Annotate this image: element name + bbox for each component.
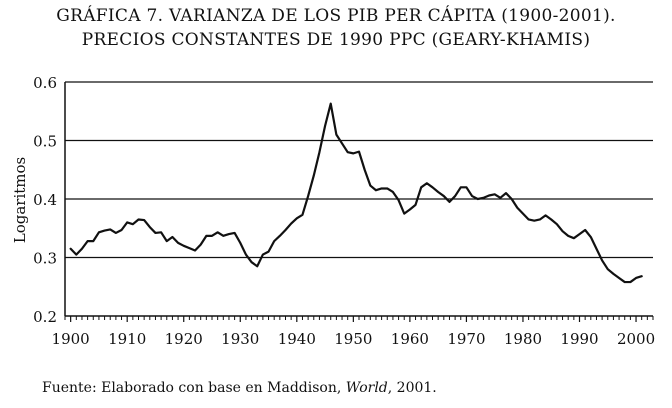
series-line-0 xyxy=(69,102,643,284)
x-tick-label-1970: 1970 xyxy=(447,330,485,348)
x-tick-label-1900: 1900 xyxy=(52,330,90,348)
x-tick-label-2000: 2000 xyxy=(617,330,655,348)
chart-title-line-1: GRÁFICA 7. VARIANZA DE LOS PIB PER CÁPIT… xyxy=(56,6,616,26)
source-note: Fuente: Elaborado con base en Maddison, … xyxy=(42,380,437,396)
x-tick-label-1910: 1910 xyxy=(108,330,146,348)
x-tick-label-1940: 1940 xyxy=(278,330,316,348)
x-tick-label-1950: 1950 xyxy=(334,330,372,348)
x-tick-label-1990: 1990 xyxy=(560,330,598,348)
y-axis-ticks: 0.2 0.3 0.4 0.5 0.6 xyxy=(33,74,57,326)
y-axis-label: Logaritmos xyxy=(11,157,29,243)
y-tick-label-0.5: 0.5 xyxy=(33,133,57,151)
y-tick-label-0.6: 0.6 xyxy=(33,74,57,92)
source-work: World xyxy=(345,380,388,396)
source-suffix: , 2001. xyxy=(387,380,437,396)
y-tick-label-0.3: 0.3 xyxy=(33,250,57,268)
source-prefix: Fuente: Elaborado con base en Maddison, xyxy=(42,380,346,396)
x-tick-label-1980: 1980 xyxy=(504,330,542,348)
x-tick-label-1960: 1960 xyxy=(391,330,429,348)
x-tick-label-1920: 1920 xyxy=(165,330,203,348)
grid-lines xyxy=(65,81,653,259)
chart-title-line-2: PRECIOS CONSTANTES DE 1990 PPC (GEARY-KH… xyxy=(81,30,591,50)
x-tick-label-1930: 1930 xyxy=(221,330,259,348)
series-group xyxy=(69,102,643,284)
x-axis-ticks: 1900 1910 1920 1930 1940 1950 1960 1970 1980 1990… xyxy=(52,316,655,348)
y-tick-label-0.4: 0.4 xyxy=(33,191,57,209)
y-tick-label-0.2: 0.2 xyxy=(33,308,57,326)
